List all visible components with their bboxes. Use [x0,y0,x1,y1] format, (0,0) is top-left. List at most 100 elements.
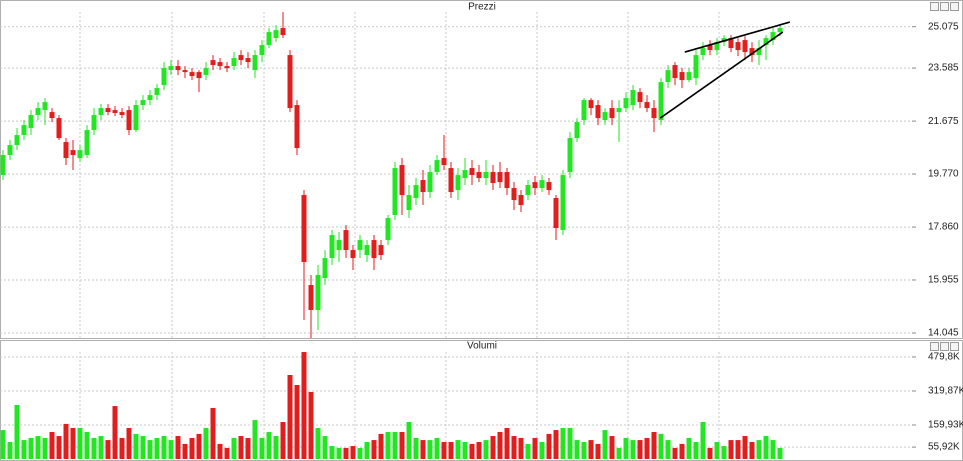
volume-bar [651,431,657,459]
candle-body [406,195,412,211]
candle-body [539,180,545,189]
candle-body [154,88,160,96]
candle-body [427,172,433,193]
candle-body [756,48,762,56]
volume-bar [154,437,160,459]
candle-body [14,135,20,146]
candle-body [420,180,426,193]
maximize-button[interactable] [940,342,949,351]
candle-body [287,55,293,109]
y-tick-label: 19.770 [928,169,959,180]
candle-body [609,108,615,119]
candle-body [231,58,237,67]
minimize-button[interactable] [930,342,939,351]
price-panel [0,0,963,339]
candle-body [700,48,706,56]
close-button[interactable] [950,342,959,351]
candle-body [441,158,447,166]
volume-bar [581,441,587,459]
volume-bar [532,437,538,459]
candle-body [49,112,55,119]
candle-body [189,72,195,77]
volume-bar [462,441,468,459]
volume-bar [301,352,307,459]
volume-bar [245,437,251,459]
volume-bar [707,447,713,459]
volume-bar [749,441,755,459]
panel-title: Prezzi [468,2,496,13]
candle-body [637,92,643,103]
y-tick-label: 21.675 [928,116,959,127]
volume-bar [175,436,181,459]
candle-body [378,245,384,256]
candle-body [161,68,167,86]
volume-bar [756,440,762,459]
y-tick-label: 55,92K [928,442,960,453]
candle-body [574,122,580,139]
volume-bar [91,437,97,459]
volume-bar [497,431,503,459]
candle-body [658,82,664,121]
y-tick-label: 479,8K [928,352,960,363]
volume-bar [224,447,230,459]
candle-body [308,285,314,311]
volume-bar [679,443,685,459]
candle-body [448,168,454,193]
candle-body [483,172,489,179]
candle-body [357,240,363,251]
candle-body [364,245,370,256]
candle-body [7,145,13,156]
volume-bar [119,437,125,459]
volume-bar [504,427,510,459]
volume-bar [189,437,195,459]
volume-bar [686,437,692,459]
volume-bar [357,447,363,459]
candle-body [273,30,279,39]
volume-bar [567,427,573,459]
volume-bar [742,436,748,459]
candle-body [525,185,531,196]
close-button[interactable] [950,2,959,11]
candle-body [770,32,776,41]
candle-body [119,112,125,116]
volume-bar [350,446,356,459]
volume-bar [217,443,223,459]
candle-body [553,198,559,229]
candle-body [182,70,188,73]
candle-body [630,90,636,106]
candle-body [56,118,62,139]
y-tick-label: 17.860 [928,222,959,233]
candle-body [434,160,440,173]
candle-body [476,172,482,179]
volume-window-buttons [930,342,959,351]
volume-bar [553,430,559,459]
volume-bar [336,447,342,459]
candle-body [693,55,699,79]
volume-bar [371,440,377,459]
volume-bar [616,447,622,459]
volume-bar [623,437,629,459]
candle-body [343,230,349,251]
candle-body [644,102,650,109]
volume-bar [315,427,321,459]
candle-body [322,258,328,279]
volume-bar [308,392,314,459]
volume-bar [84,431,90,459]
minimize-button[interactable] [930,2,939,11]
maximize-button[interactable] [940,2,949,11]
candle-body [371,240,377,259]
candle-body [749,48,755,56]
candle-body [581,100,587,121]
candle-body [497,172,503,183]
volume-bar [112,406,118,459]
panel-title: Volumi [467,341,497,352]
candle-body [469,168,475,176]
candle-body [462,170,468,179]
volume-bar [378,433,384,459]
volume-bar [196,433,202,459]
candle-body [665,70,671,83]
trend-line [684,21,791,53]
trend-line [659,31,784,119]
